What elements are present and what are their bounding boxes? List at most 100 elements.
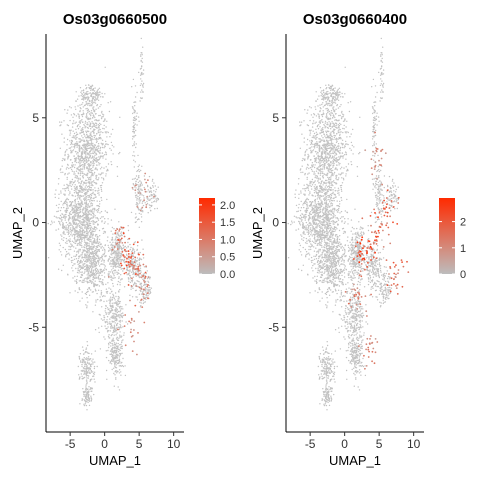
cell-point (135, 216, 137, 218)
cell-point (109, 305, 112, 307)
cell-point (153, 182, 155, 184)
cell-point (119, 116, 121, 119)
cell-point (90, 179, 92, 181)
cell-point (98, 238, 101, 241)
cell-point (347, 102, 349, 104)
cell-point (133, 151, 135, 153)
cell-point (140, 59, 142, 62)
cell-point (78, 238, 81, 241)
cell-point (118, 298, 120, 300)
cell-point (68, 213, 71, 215)
cell-point (316, 161, 318, 164)
cell-point (78, 225, 80, 227)
cell-point (334, 168, 336, 170)
cell-point (136, 124, 138, 126)
cell-point (76, 194, 79, 197)
cell-point (105, 152, 107, 154)
cell-point (129, 269, 131, 271)
cell-point (319, 187, 321, 190)
colorbar-tick-label: 1.5 (220, 217, 235, 229)
cell-point (123, 334, 125, 336)
cell-point (106, 131, 108, 133)
cell-point (146, 202, 149, 205)
cell-point (90, 246, 92, 248)
cell-point (87, 256, 89, 259)
cell-point (118, 254, 120, 257)
cell-point (79, 215, 82, 218)
cell-point (61, 269, 63, 272)
umap-panel-os03g0660400: Os03g0660400 -5 0 5 10-505 UMAP_1 UMAP_2 21… (250, 11, 466, 468)
cell-point (133, 131, 135, 133)
cell-point (83, 403, 85, 405)
cell-point (144, 301, 147, 303)
cell-point (92, 220, 94, 222)
cell-point (126, 247, 128, 249)
cell-point (78, 206, 81, 208)
cell-point (114, 362, 116, 364)
x-tick-label: -5 (65, 437, 76, 451)
cell-point (98, 173, 100, 175)
cell-point (105, 255, 107, 257)
cell-point (92, 156, 94, 158)
cell-point (118, 257, 120, 260)
cell-point (119, 309, 122, 311)
cell-point (121, 335, 123, 337)
cell-point (329, 201, 331, 203)
cell-point (105, 313, 108, 315)
cell-point (155, 188, 157, 191)
cell-point (100, 299, 103, 302)
cell-point (84, 223, 86, 226)
cell-point (93, 273, 95, 275)
cell-point (70, 107, 72, 109)
cell-point (100, 247, 102, 249)
cell-point (92, 291, 95, 293)
cell-point (116, 254, 118, 256)
cell-point (89, 168, 91, 170)
cell-point (134, 289, 137, 292)
cell-point (330, 177, 332, 179)
cell-point (84, 271, 86, 273)
cell-point (310, 114, 313, 116)
cell-point (122, 247, 124, 250)
y-axis-label: UMAP_2 (10, 207, 25, 259)
cell-point (87, 265, 89, 267)
cell-point (141, 293, 143, 295)
cell-point (79, 376, 81, 378)
cell-point (325, 108, 327, 110)
cell-point (69, 228, 72, 231)
cell-point (60, 192, 62, 194)
cell-point (104, 154, 106, 156)
cell-point (90, 182, 92, 184)
cell-point (115, 370, 117, 372)
cell-point (64, 109, 66, 111)
cell-point (92, 142, 94, 145)
cell-point (107, 218, 109, 220)
cell-point (330, 112, 332, 114)
cell-point (64, 216, 66, 218)
cell-point (63, 225, 65, 227)
cell-point (120, 336, 122, 339)
cell-point (103, 259, 106, 262)
expressing-cell-point (118, 241, 121, 244)
cell-point (56, 217, 58, 219)
cell-point (104, 221, 106, 223)
cell-point (68, 235, 71, 237)
expressing-cell-point (135, 273, 137, 275)
cell-point (86, 142, 88, 144)
cell-point (97, 159, 100, 161)
cell-point (104, 210, 107, 212)
cell-point (103, 276, 106, 278)
cell-point (81, 238, 83, 240)
cell-point (97, 88, 99, 91)
cell-point (91, 152, 94, 154)
cell-point (96, 90, 99, 92)
cell-point (335, 157, 337, 160)
cell-point (117, 300, 120, 303)
cell-point (68, 252, 70, 254)
cell-point (74, 242, 77, 244)
cell-point (90, 177, 92, 179)
cell-point (116, 332, 118, 334)
cell-point (149, 292, 151, 294)
cell-point (90, 211, 93, 213)
cell-point (343, 124, 345, 127)
